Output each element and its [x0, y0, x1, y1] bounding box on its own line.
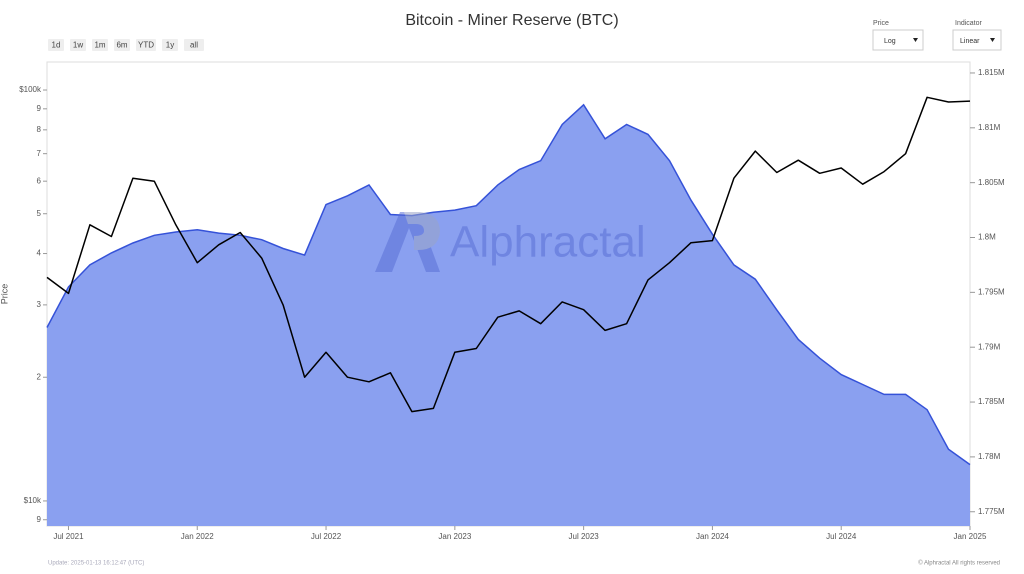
- x-tick-label: Jan 2023: [438, 532, 471, 541]
- price-select[interactable]: Log: [872, 29, 924, 51]
- copyright: © Alphractal All rights reserved: [918, 560, 1000, 567]
- range-button[interactable]: 1d: [48, 39, 64, 51]
- y-tick-label: 8: [37, 125, 42, 134]
- reserve-outline: [46, 103, 971, 466]
- x-tick-label: Jul 2023: [569, 532, 600, 541]
- button-bg[interactable]: [70, 39, 86, 51]
- y2-tick-label: 1.775M: [978, 507, 1005, 516]
- select-value[interactable]: Linear: [960, 38, 980, 45]
- indicator-label: Indicator: [955, 20, 983, 27]
- x-tick-label: Jul 2022: [311, 532, 342, 541]
- watermark-logo: [404, 212, 440, 250]
- y-tick-label: $100k: [19, 85, 42, 94]
- y2-tick-label: 1.785M: [978, 397, 1005, 406]
- y2-tick-label: 1.815M: [978, 68, 1005, 77]
- button-bg[interactable]: [92, 39, 108, 51]
- button-bg[interactable]: [136, 39, 156, 51]
- range-button[interactable]: 6m: [114, 39, 130, 51]
- x-tick-label: Jan 2022: [181, 532, 214, 541]
- reserve-area: [47, 104, 970, 527]
- y-tick-label: 7: [37, 149, 42, 158]
- y-tick-label: 3: [37, 300, 42, 309]
- button-label[interactable]: YTD: [138, 41, 154, 50]
- chart-title: Bitcoin - Miner Reserve (BTC): [405, 12, 618, 29]
- update-time: Update: 2025-01-13 16:12:47 (UTC): [48, 561, 144, 567]
- y-tick-label: 9: [37, 515, 42, 524]
- x-tick-label: Jul 2024: [826, 532, 857, 541]
- y2-tick-label: 1.805M: [978, 178, 1005, 187]
- x-tick-label: Jan 2024: [696, 532, 729, 541]
- select-box[interactable]: [872, 29, 924, 51]
- button-label[interactable]: 1m: [94, 41, 105, 50]
- y2-tick-label: 1.79M: [978, 342, 1001, 351]
- watermark-text: Alphractal: [450, 218, 646, 267]
- select-value[interactable]: Log: [884, 38, 896, 45]
- y-tick-label: 6: [37, 176, 42, 185]
- button-bg[interactable]: [48, 39, 64, 51]
- select-arrow: [990, 38, 995, 42]
- indicator-select[interactable]: Linear: [952, 29, 1002, 51]
- button-label[interactable]: 1w: [73, 41, 83, 50]
- y-tick-label: 2: [37, 372, 42, 381]
- button-label[interactable]: 6m: [116, 41, 127, 50]
- watermark-logo: [375, 212, 440, 272]
- y-axis-label: Price: [0, 284, 9, 305]
- watermark: Alphractal: [375, 212, 646, 272]
- range-button[interactable]: all: [184, 39, 204, 51]
- x-tick-label: Jul 2021: [53, 532, 84, 541]
- price-label: Price: [873, 20, 889, 27]
- button-bg[interactable]: [114, 39, 130, 51]
- range-button[interactable]: YTD: [136, 39, 156, 51]
- y2-tick-label: 1.8M: [978, 233, 996, 242]
- range-button[interactable]: 1y: [162, 39, 178, 51]
- button-bg[interactable]: [184, 39, 204, 51]
- y2-tick-label: 1.78M: [978, 452, 1001, 461]
- y-tick-label: 9: [37, 104, 42, 113]
- x-tick-label: Jan 2025: [954, 532, 987, 541]
- y-tick-label: $10k: [24, 496, 42, 505]
- button-label[interactable]: 1y: [166, 41, 174, 50]
- y2-tick-label: 1.795M: [978, 287, 1005, 296]
- y-tick-label: 4: [37, 249, 42, 258]
- button-label[interactable]: all: [190, 41, 198, 50]
- range-button[interactable]: 1m: [92, 39, 108, 51]
- button-label[interactable]: 1d: [52, 41, 61, 50]
- button-bg[interactable]: [162, 39, 178, 51]
- range-button[interactable]: 1w: [70, 39, 86, 51]
- select-arrow: [913, 38, 918, 42]
- price-line: [46, 96, 971, 413]
- y2-tick-label: 1.81M: [978, 123, 1001, 132]
- select-box[interactable]: [952, 29, 1002, 51]
- y-tick-label: 5: [37, 209, 42, 218]
